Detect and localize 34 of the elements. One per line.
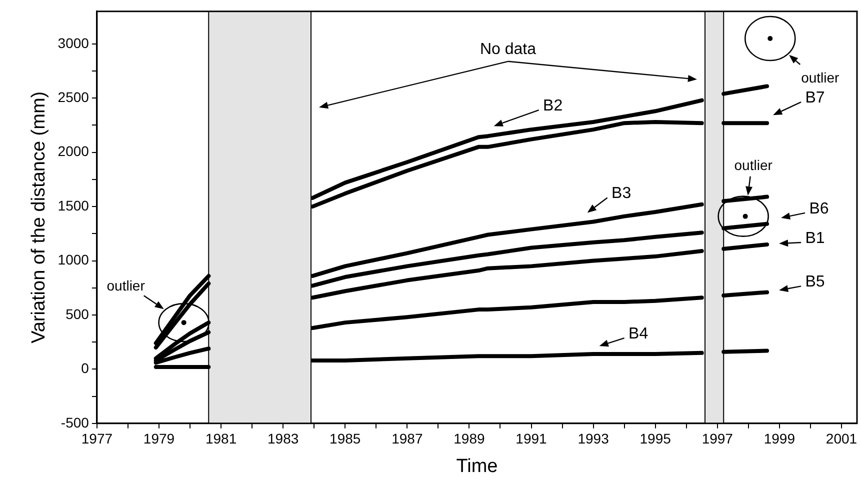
x-tick-label: 1977 <box>81 430 113 447</box>
x-tick-label: 1991 <box>516 430 548 447</box>
x-tick-label: 2001 <box>826 430 858 447</box>
annotation: outlier <box>106 277 146 294</box>
y-tick-label: 3000 <box>58 34 90 51</box>
x-tick-label: 1989 <box>454 430 485 447</box>
legend-label: B2 <box>543 97 563 114</box>
x-tick-label: 1993 <box>578 430 610 447</box>
x-tick-label: 1987 <box>392 430 423 447</box>
x-tick-label: 1979 <box>143 430 175 447</box>
y-tick-label: 500 <box>66 306 90 322</box>
y-tick-label: 1000 <box>58 252 90 268</box>
legend-label: B1 <box>805 230 825 247</box>
x-tick-label: 1981 <box>205 430 237 447</box>
x-tick-label: 1985 <box>330 430 361 447</box>
legend-label: B3 <box>612 185 632 202</box>
y-tick-label: 2500 <box>58 88 90 105</box>
y-tick-label: 0 <box>81 360 90 376</box>
x-tick-label: 1997 <box>702 430 734 447</box>
legend-label: B7 <box>805 89 825 106</box>
legend-label: B6 <box>809 200 829 218</box>
legend-label: B5 <box>805 274 825 291</box>
y-tick-label: 1500 <box>58 197 90 214</box>
x-tick-label: 1999 <box>764 430 796 447</box>
x-tick-label: 1983 <box>268 430 299 447</box>
annotation: outlier <box>801 69 840 86</box>
y-axis-title: Variation of the distance (mm) <box>28 91 50 344</box>
x-tick-label: 1995 <box>640 430 672 447</box>
x-axis-title: Time <box>456 456 498 477</box>
legend-label: B4 <box>628 325 648 342</box>
annotation: outlier <box>734 157 773 174</box>
y-tick-label: 2000 <box>58 143 90 160</box>
y-tick-label: -500 <box>60 414 90 430</box>
annotation: No data <box>480 40 536 58</box>
